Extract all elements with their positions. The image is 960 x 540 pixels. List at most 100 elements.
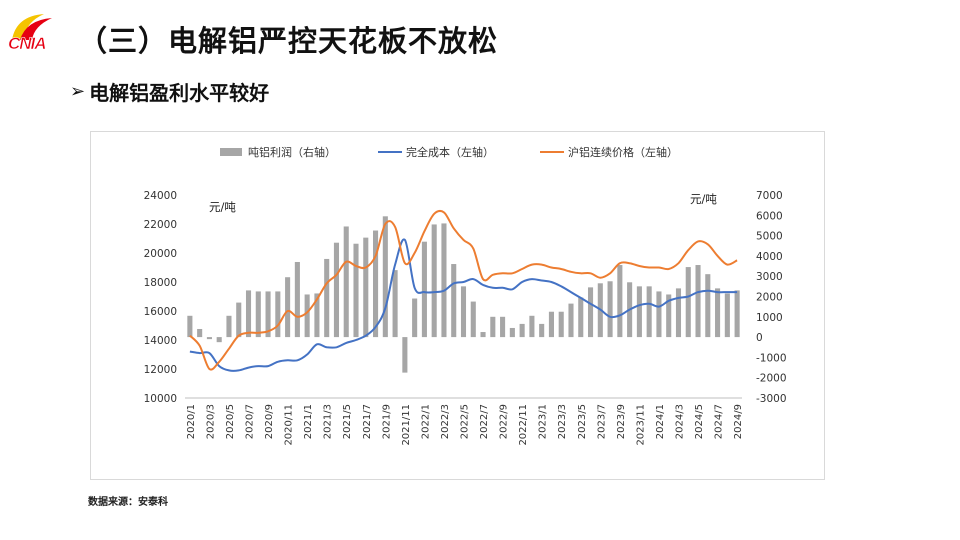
right-axis-tick-label: -1000: [756, 352, 787, 364]
legend-label: 完全成本（左轴）: [406, 145, 494, 159]
section-subtitle: ➢ 电解铝盈利水平较好: [70, 77, 269, 106]
x-axis-tick-label: 2020/7: [245, 404, 256, 439]
right-axis-tick-label: 3000: [756, 271, 783, 283]
right-axis-tick-label: 2000: [756, 292, 783, 304]
x-axis-tick-label: 2020/3: [205, 404, 216, 439]
profit-bar: [236, 302, 242, 338]
x-axis-tick-label: 2022/9: [499, 404, 510, 439]
left-axis-tick-label: 24000: [144, 190, 177, 202]
left-axis-tick-label: 18000: [144, 277, 177, 289]
profit-bar: [226, 315, 232, 338]
left-axis-tick-label: 20000: [144, 248, 177, 260]
x-axis-tick-label: 2022/3: [440, 404, 451, 439]
profit-bar: [294, 261, 300, 338]
right-axis-tick-label: -2000: [756, 373, 787, 385]
profit-bar: [460, 286, 467, 338]
x-axis-tick-label: 2020/9: [264, 404, 275, 439]
data-source-note: 数据来源：安泰科: [88, 497, 168, 508]
x-axis-tick-label: 2021/1: [303, 404, 314, 439]
x-axis-tick-label: 2023/9: [616, 404, 627, 439]
x-axis-tick-label: 2023/5: [577, 404, 588, 439]
profit-bar: [304, 294, 310, 338]
profit-bar: [568, 303, 574, 338]
profit-bar: [675, 288, 682, 338]
profit-bar: [245, 290, 252, 338]
profit-bar: [275, 291, 281, 338]
x-axis-tick-label: 2021/5: [342, 404, 353, 439]
x-axis-tick-label: 2024/3: [674, 404, 685, 439]
profit-bar: [392, 270, 398, 338]
x-axis-tick-label: 2020/5: [225, 404, 236, 439]
left-axis-tick-label: 12000: [144, 364, 177, 376]
logo-swoosh-icon: [12, 14, 52, 40]
right-axis-unit-label: 元/吨: [690, 192, 717, 206]
left-axis-tick-label: 22000: [144, 219, 177, 231]
x-axis-tick-label: 2022/1: [420, 404, 431, 439]
logo-yellow-arc: [12, 14, 44, 40]
profit-bar: [431, 224, 437, 338]
profit-bar: [695, 265, 701, 338]
legend-swatch-profit: [220, 148, 242, 156]
x-axis-tick-label: 2020/1: [186, 404, 197, 439]
right-axis-tick-label: -3000: [756, 393, 787, 405]
profit-bar: [646, 286, 652, 338]
profit-bar: [548, 311, 554, 338]
x-axis-tick-label: 2021/7: [362, 404, 373, 439]
profit-bar: [539, 323, 545, 338]
page-title: （三）电解铝严控天花板不放松: [78, 24, 499, 58]
x-axis-tick-label: 2020/11: [284, 404, 295, 446]
profit-bar: [353, 243, 359, 338]
x-axis-tick-label: 2024/1: [655, 404, 666, 439]
profit-bar: [197, 328, 203, 338]
profit-bar: [715, 288, 721, 338]
profit-bar: [216, 337, 222, 343]
left-axis-tick-label: 14000: [144, 335, 177, 347]
profit-bar: [373, 230, 379, 338]
x-axis-tick-label: 2021/11: [401, 404, 412, 446]
profit-bar: [656, 291, 662, 338]
left-axis-unit-label: 元/吨: [209, 200, 236, 214]
left-axis-tick-label: 16000: [144, 306, 177, 318]
profit-bar: [490, 316, 496, 338]
profit-bar: [187, 315, 193, 338]
right-axis-tick-label: 4000: [756, 251, 783, 263]
legend-label: 沪铝连续价格（左轴）: [568, 145, 678, 159]
profit-bar: [519, 323, 525, 338]
profit-bar: [451, 264, 457, 338]
profit-bar: [412, 298, 418, 338]
profit-bar: [470, 301, 476, 338]
profit-bar: [587, 287, 594, 338]
profit-bar: [333, 242, 340, 338]
profit-bar: [509, 327, 515, 338]
logo-text: CNIA: [8, 34, 47, 54]
x-axis-tick-label: 2021/9: [381, 404, 392, 439]
profit-bar: [441, 223, 447, 338]
x-axis-tick-label: 2021/3: [323, 404, 334, 439]
profit-bar: [265, 291, 271, 338]
profit-bar: [285, 277, 291, 338]
subtitle-text: 电解铝盈利水平较好: [89, 81, 270, 105]
profit-bar: [578, 297, 584, 338]
logo-red-arc: [20, 18, 52, 40]
profit-bar: [558, 311, 564, 338]
profit-cost-price-chart: 1000012000140001600018000200002200024000…: [144, 145, 787, 446]
profit-bar: [255, 291, 261, 338]
profit-bar: [685, 267, 691, 338]
profit-bar: [324, 258, 330, 338]
profit-bar: [705, 274, 711, 338]
profit-bar: [636, 286, 642, 338]
x-axis-tick-label: 2022/7: [479, 404, 490, 439]
x-axis-tick-label: 2023/1: [538, 404, 549, 439]
profit-bar: [529, 315, 535, 338]
right-axis-tick-label: 0: [756, 332, 763, 344]
cnia-logo: CNIA: [6, 10, 64, 56]
profit-bar: [363, 237, 369, 338]
profit-bar: [617, 265, 623, 338]
right-axis-tick-label: 7000: [756, 190, 783, 202]
profit-bar: [666, 294, 672, 338]
profit-bar: [382, 216, 388, 338]
x-axis-tick-label: 2024/5: [694, 404, 705, 439]
shfe-aluminum-price-line: [189, 209, 738, 371]
profit-bar: [206, 337, 212, 340]
chart-frame: [90, 131, 825, 480]
